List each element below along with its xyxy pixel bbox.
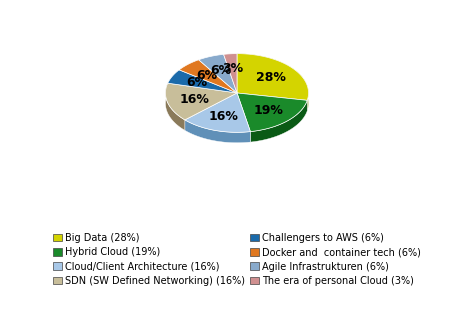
- Text: 16%: 16%: [179, 93, 209, 106]
- Polygon shape: [250, 100, 307, 142]
- Legend: Big Data (28%), Hybrid Cloud (19%), Cloud/Client Architecture (16%), SDN (SW Def: Big Data (28%), Hybrid Cloud (19%), Clou…: [50, 229, 424, 290]
- Polygon shape: [179, 60, 237, 93]
- Text: 6%: 6%: [210, 64, 231, 77]
- Polygon shape: [168, 70, 237, 93]
- Polygon shape: [165, 83, 237, 120]
- Polygon shape: [165, 83, 185, 130]
- Polygon shape: [185, 93, 250, 132]
- Text: 6%: 6%: [196, 69, 217, 82]
- Text: 19%: 19%: [254, 104, 283, 117]
- Text: 6%: 6%: [186, 76, 208, 89]
- Polygon shape: [185, 120, 250, 143]
- Polygon shape: [224, 54, 237, 93]
- Text: 28%: 28%: [256, 71, 286, 84]
- Polygon shape: [237, 54, 309, 111]
- Text: 16%: 16%: [209, 110, 238, 123]
- Polygon shape: [237, 54, 309, 100]
- Text: 3%: 3%: [222, 62, 243, 75]
- Polygon shape: [237, 93, 307, 132]
- Polygon shape: [199, 54, 237, 93]
